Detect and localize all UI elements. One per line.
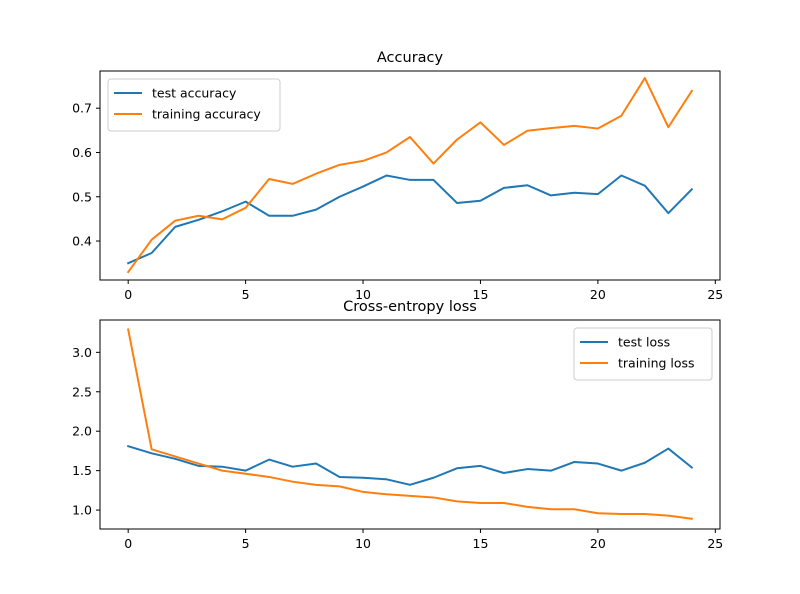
loss-series-group xyxy=(126,328,694,520)
accuracy-x-tick-label: 20 xyxy=(590,287,606,302)
loss-legend-box xyxy=(573,327,713,381)
legend-label-test-loss: test loss xyxy=(618,335,670,350)
accuracy-x-tick-label: 10 xyxy=(355,287,371,302)
loss-axes-frame xyxy=(99,319,721,530)
loss-y-tick-label: 1.0 xyxy=(72,503,92,518)
loss-x-tick-label: 10 xyxy=(355,536,371,551)
accuracy-x-tick-label: 5 xyxy=(242,287,250,302)
loss-chart: Cross-entropy loss 0 5 10 15 20 25 1.0 1.5 2.0 2.5… xyxy=(72,299,723,551)
accuracy-chart: Accuracy 0 5 10 15 20 25 0.4 0.5 0.6 0.7 test accur… xyxy=(72,50,723,302)
accuracy-axes-frame xyxy=(99,70,721,281)
legend-label-training-accuracy: training accuracy xyxy=(152,107,261,122)
loss-y-tick-label: 1.5 xyxy=(72,463,92,478)
accuracy-legend: test accuracy training accuracy xyxy=(107,78,281,132)
accuracy-x-tick-label: 0 xyxy=(124,287,132,302)
series-line-training-accuracy xyxy=(126,77,694,274)
accuracy-title: Accuracy xyxy=(377,50,444,66)
loss-legend: test loss training loss xyxy=(573,327,713,381)
loss-x-tick-label: 25 xyxy=(707,536,723,551)
accuracy-legend-box xyxy=(107,78,281,132)
loss-x-tick-label: 0 xyxy=(124,536,132,551)
series-line-training-loss xyxy=(127,328,693,520)
loss-x-tick-label: 20 xyxy=(590,536,606,551)
loss-x-tick-label: 5 xyxy=(242,536,250,551)
loss-title: Cross-entropy loss xyxy=(343,299,477,315)
legend-label-training-loss: training loss xyxy=(618,356,695,371)
legend-label-test-accuracy: test accuracy xyxy=(152,86,237,101)
accuracy-y-tick-label: 0.4 xyxy=(72,234,92,249)
accuracy-series-group xyxy=(126,77,694,274)
accuracy-x-tick-label: 25 xyxy=(707,287,723,302)
loss-y-tick-label: 2.5 xyxy=(72,384,92,399)
loss-y-tick-label: 3.0 xyxy=(72,345,92,360)
series-line-test-accuracy xyxy=(126,174,694,265)
accuracy-y-tick-label: 0.5 xyxy=(72,189,92,204)
accuracy-x-tick-label: 15 xyxy=(473,287,489,302)
loss-y-tick-label: 2.0 xyxy=(72,424,92,439)
loss-x-tick-label: 15 xyxy=(473,536,489,551)
accuracy-y-tick-label: 0.6 xyxy=(72,145,92,160)
accuracy-y-tick-label: 0.7 xyxy=(72,101,92,116)
series-line-test-loss xyxy=(126,444,694,486)
